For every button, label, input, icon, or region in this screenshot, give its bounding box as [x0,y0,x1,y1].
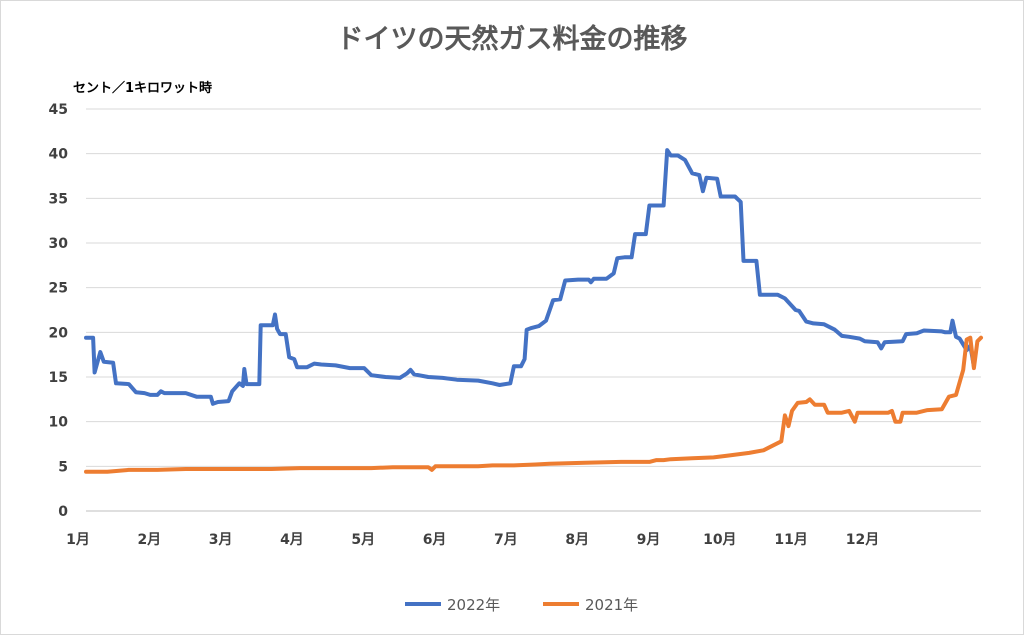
x-tick-label: 9月 [637,532,661,548]
y-tick-label: 10 [49,415,69,431]
x-tick-label: 3月 [209,532,233,548]
legend: 2022年 2021年 [405,596,638,614]
y-tick-label: 15 [49,370,68,386]
y-tick-label: 5 [58,459,68,475]
legend-label-1: 2021年 [585,596,638,614]
x-tick-label: 5月 [351,532,375,548]
y-tick-label: 25 [49,281,68,297]
x-tick-labels: 1月 2月 3月 4月 5月 6月 7月 8月 9月 10月 11月 12月 [66,532,879,548]
series-line-1 [84,335,983,474]
x-tick-label: 10月 [703,532,736,548]
x-tick-label: 11月 [774,532,807,548]
x-tick-label: 1月 [66,532,90,548]
series-lines [84,148,983,474]
y-tick-label: 40 [49,147,69,163]
x-tick-label: 6月 [423,532,447,548]
y-tick-label: 20 [49,325,69,341]
y-tick-label: 0 [58,504,68,520]
gridlines [86,108,981,512]
y-tick-label: 30 [49,236,69,252]
x-tick-label: 2月 [137,532,161,548]
y-tick-label: 45 [49,102,68,118]
y-tick-label: 35 [49,191,68,207]
chart-title: ドイツの天然ガス料金の推移 [337,23,688,55]
series-line-0 [84,148,976,406]
x-tick-label: 4月 [280,532,304,548]
legend-label-0: 2022年 [447,596,500,614]
y-tick-labels: 0 5 10 15 20 25 30 35 40 45 [49,102,69,520]
x-tick-label: 8月 [565,532,589,548]
y-axis-label: セント／1キロワット時 [73,80,212,96]
x-tick-label: 12月 [846,532,879,548]
x-tick-label: 7月 [494,532,518,548]
